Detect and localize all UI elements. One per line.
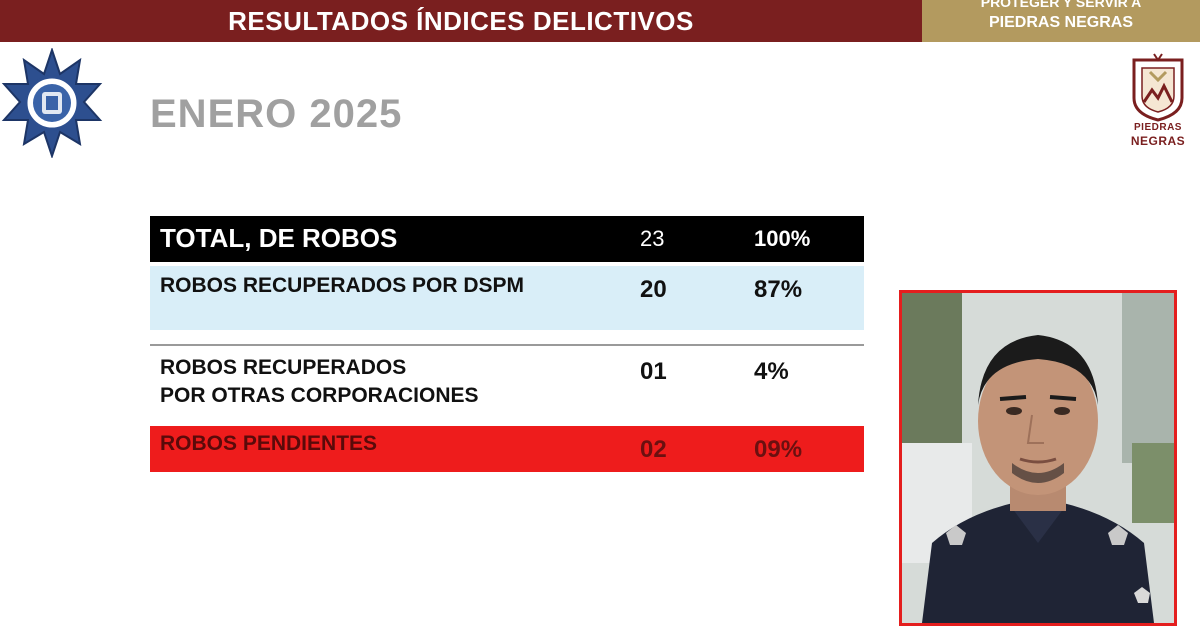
dspm-percent: 87% [754, 276, 803, 303]
officer-portrait-image [902, 293, 1174, 623]
officer-photo [899, 290, 1177, 626]
slogan-line-1: PROTEGER Y SERVIR A [980, 0, 1142, 10]
otras-label-line-1: ROBOS RECUPERADOS [160, 356, 407, 379]
pendientes-count: 02 [640, 436, 667, 463]
total-percent: 100% [754, 226, 811, 251]
table-row-total: TOTAL, DE ROBOS 23 100% [150, 216, 864, 262]
pendientes-label: ROBOS PENDIENTES [160, 432, 378, 455]
table-row-otras-corporaciones: ROBOS RECUPERADOS POR OTRAS CORPORACIONE… [150, 348, 864, 426]
total-count: 23 [640, 226, 665, 251]
city-logo-name-line-1: PIEDRAS [1134, 122, 1182, 133]
city-logo-name-line-2: NEGRAS [1130, 134, 1186, 148]
otras-label: ROBOS RECUPERADOS POR OTRAS CORPORACIONE… [160, 354, 479, 410]
report-period: ENERO 2025 [150, 92, 403, 136]
dspm-count: 20 [640, 276, 667, 303]
dspm-label: ROBOS RECUPERADOS POR DSPM [160, 274, 525, 297]
header-bar [0, 0, 922, 42]
otras-percent: 4% [754, 358, 789, 385]
table-divider [150, 344, 864, 346]
pendientes-percent: 09% [754, 436, 803, 463]
table-row-pendientes: ROBOS PENDIENTES 02 09% [150, 426, 864, 472]
police-star-badge-icon [1, 48, 103, 158]
city-logo: PIEDRAS NEGRAS [1116, 52, 1200, 156]
table-row-dspm: ROBOS RECUPERADOS POR DSPM 20 87% [150, 266, 864, 330]
page-title: RESULTADOS ÍNDICES DELICTIVOS [228, 5, 694, 36]
piedras-negras-coat-of-arms-icon [1132, 53, 1184, 122]
otras-label-line-2: POR OTRAS CORPORACIONES [160, 384, 479, 407]
slogan-box: PROTEGER Y SERVIR A PIEDRAS NEGRAS [922, 0, 1200, 42]
otras-count: 01 [640, 358, 667, 385]
slogan-line-2: PIEDRAS NEGRAS [988, 14, 1134, 31]
total-label: TOTAL, DE ROBOS [160, 223, 398, 253]
